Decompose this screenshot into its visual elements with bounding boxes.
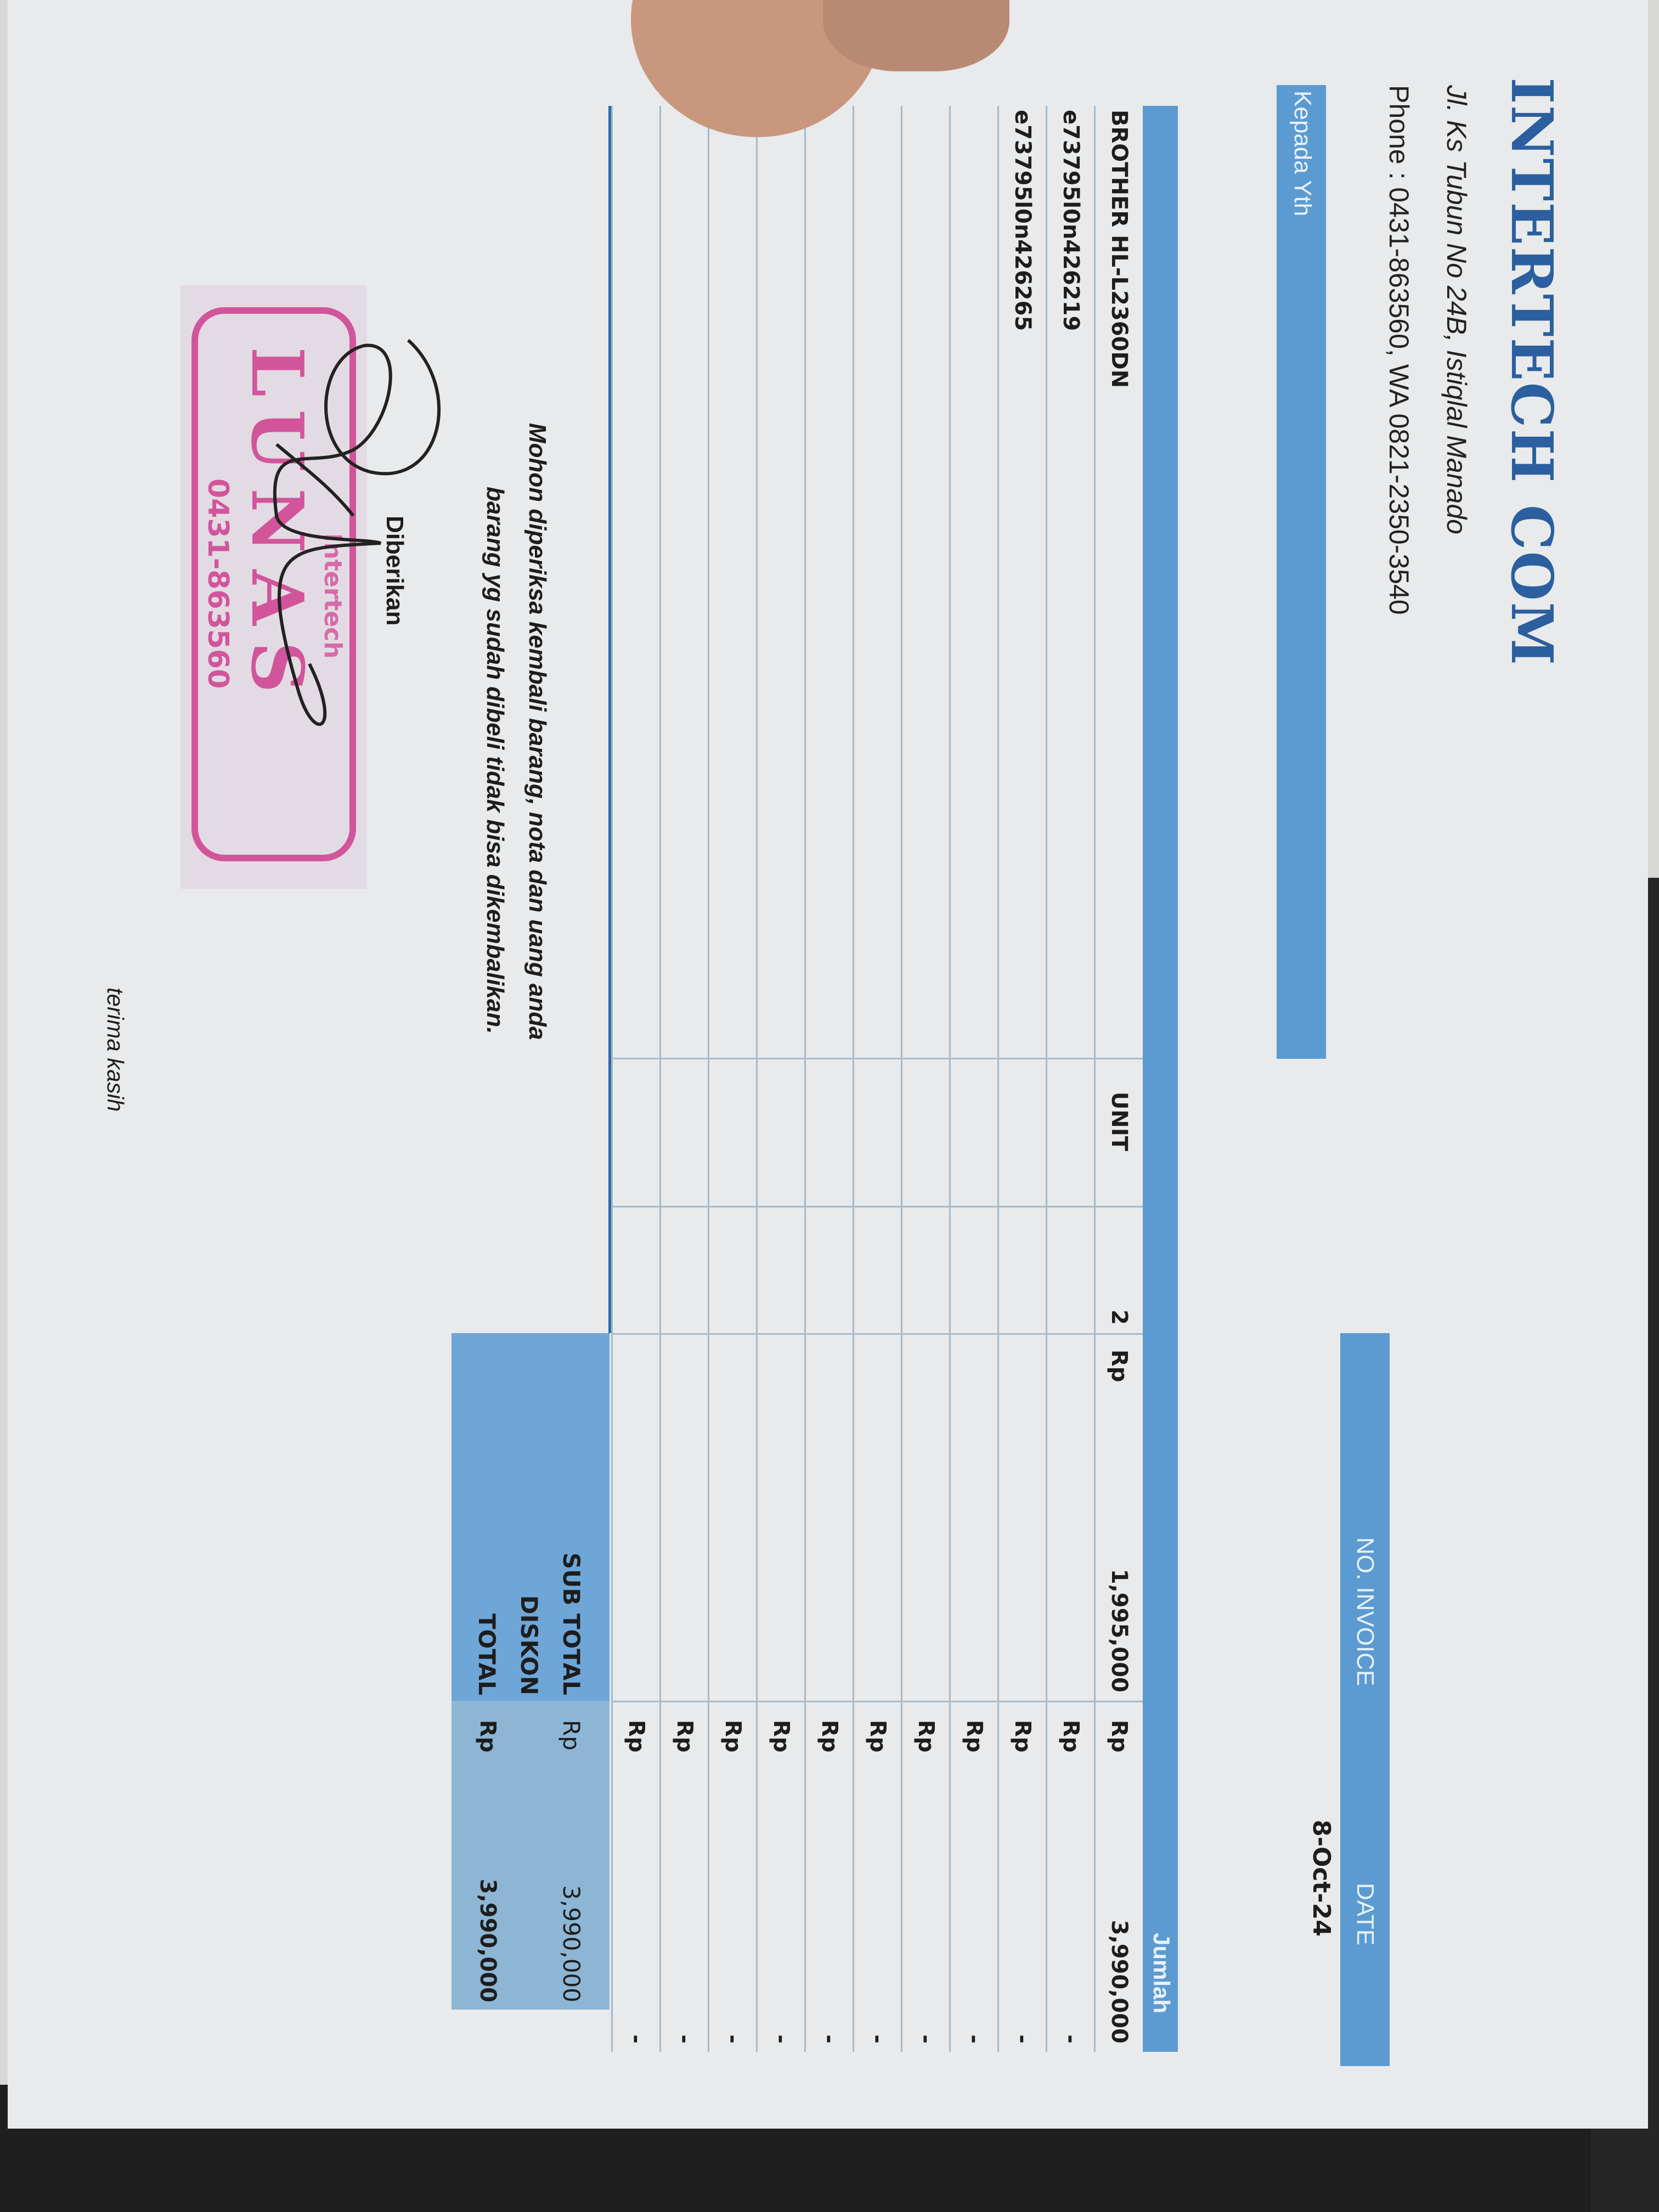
date-value: 8-Oct-24 <box>1307 1820 1335 1937</box>
table-header-bar: Jumlah <box>1143 106 1178 2052</box>
cell-amount-cur: Rp <box>1107 1720 1132 1753</box>
cell-amount: - <box>1010 2034 1035 2044</box>
table-bottom-line <box>608 106 611 1333</box>
cell-amount: - <box>672 2034 697 2044</box>
column-divider <box>612 1701 1143 1702</box>
cell-amount: - <box>1058 2034 1084 2044</box>
summary-label-box: SUB TOTAL DISKON TOTAL <box>452 1333 610 1701</box>
cell-price: 1,995,000 <box>1107 1568 1132 1692</box>
cell-amount: 3,990,000 <box>1107 1920 1132 2044</box>
row-divider <box>804 106 806 2052</box>
discount-label: DISKON <box>516 1595 543 1695</box>
row-divider <box>949 106 951 2052</box>
row-divider <box>997 106 999 2052</box>
row-divider <box>901 106 902 2052</box>
signature-stroke <box>273 338 441 726</box>
row-divider <box>756 106 758 2052</box>
cell-amount: - <box>720 2034 746 2044</box>
recipient-bar: Kepada Yth <box>1277 85 1326 1059</box>
total-label: TOTAL <box>473 1613 500 1695</box>
company-address: Jl. Ks Tubun No 24B, Istiqlal Manado <box>1441 85 1472 534</box>
cell-amount: - <box>624 2034 649 2044</box>
cell-amount: - <box>769 2034 794 2044</box>
signature <box>273 338 441 726</box>
cell-amount-cur: Rp <box>624 1720 649 1753</box>
column-divider <box>612 1058 1143 1059</box>
total-currency: Rp <box>475 1720 500 1753</box>
cell-amount: - <box>913 2034 939 2044</box>
company-phone: Phone : 0431-863560, WA 0821-2350-3540 <box>1384 85 1414 615</box>
row-divider <box>611 106 613 2052</box>
cell-amount-cur: Rp <box>913 1720 939 1753</box>
cell-amount-cur: Rp <box>720 1720 746 1753</box>
subtotal-value: 3,990,000 <box>558 1885 585 2002</box>
cell-amount: - <box>865 2034 890 2044</box>
column-divider <box>612 1206 1143 1207</box>
cell-amount-cur: Rp <box>962 1720 987 1753</box>
cell-amount-cur: Rp <box>672 1720 697 1753</box>
cell-amount-cur: Rp <box>817 1720 842 1753</box>
cell-qty: 2 <box>1107 1310 1132 1325</box>
cell-price-cur: Rp <box>1107 1350 1132 1383</box>
note-line-2: barang yg sudah dibeli tidak bisa dikemb… <box>482 487 509 1034</box>
cell-amount-cur: Rp <box>1058 1720 1084 1753</box>
cell-desc: BROTHER HL-L2360DN <box>1107 110 1132 388</box>
row-divider <box>708 106 709 2052</box>
row-divider <box>1094 106 1096 2052</box>
cell-desc: e73795l0n426265 <box>1010 110 1035 331</box>
invoice-number-label: NO. INVOICE <box>1352 1537 1379 1686</box>
total-value: 3,990,000 <box>475 1878 500 2002</box>
date-label: DATE <box>1352 1883 1379 1946</box>
cell-desc: e73795l0n426219 <box>1058 110 1084 331</box>
row-divider <box>1046 106 1047 2052</box>
cell-amount-cur: Rp <box>769 1720 794 1753</box>
invoice-bar: NO. INVOICE DATE <box>1340 1333 1390 2066</box>
hand-finger <box>823 0 1009 71</box>
amount-header: Jumlah <box>1149 1933 1175 2014</box>
row-divider <box>659 106 661 2052</box>
company-name: INTERTECH COM <box>1498 77 1566 667</box>
row-divider <box>853 106 854 2052</box>
cell-amount: - <box>817 2034 842 2044</box>
column-divider <box>612 1333 1143 1335</box>
subtotal-label: SUB TOTAL <box>558 1553 585 1695</box>
cell-amount-cur: Rp <box>1010 1720 1035 1753</box>
closing-text: terima kasih <box>103 988 128 1112</box>
cell-amount: - <box>962 2034 987 2044</box>
recipient-label: Kepada Yth <box>1289 91 1316 217</box>
summary-value-box: Rp 3,990,000 Rp 3,990,000 <box>452 1701 610 2010</box>
cell-amount-cur: Rp <box>865 1720 890 1753</box>
subtotal-currency: Rp <box>558 1720 585 1751</box>
note-line-1: Mohon diperiksa kembali barang, nota dan… <box>524 423 551 1040</box>
